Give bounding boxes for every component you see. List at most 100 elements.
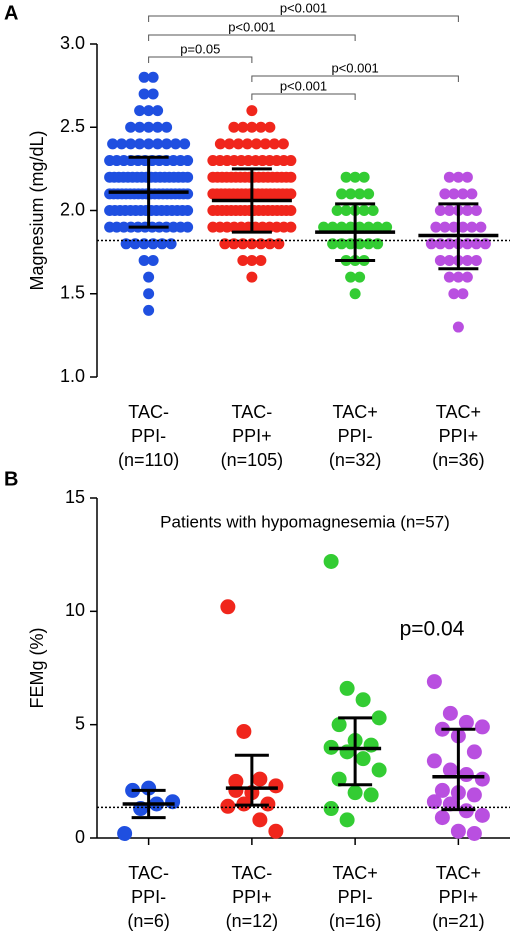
data-point — [427, 753, 442, 768]
data-point — [143, 305, 154, 316]
data-point — [364, 738, 379, 753]
data-point — [435, 810, 450, 825]
y-tick-label: 2.5 — [60, 116, 85, 136]
data-point — [220, 799, 235, 814]
data-point — [285, 155, 296, 166]
data-point — [264, 122, 275, 133]
data-point — [332, 717, 347, 732]
data-point — [372, 763, 387, 778]
data-point — [268, 824, 283, 839]
annotation: Patients with hypomagnesemia (n=57) — [160, 512, 450, 531]
significance-bracket — [149, 57, 252, 63]
x-tick-label: TAC- — [128, 863, 169, 883]
significance-label: p=0.05 — [180, 41, 220, 56]
data-point — [467, 826, 482, 841]
significance-bracket — [149, 16, 459, 22]
data-point — [471, 205, 482, 216]
y-tick-label: 3.0 — [60, 33, 85, 53]
y-axis-label: FEMg (%) — [27, 628, 47, 709]
x-tick-label: TAC- — [232, 863, 273, 883]
annotation: p=0.04 — [400, 618, 465, 641]
y-tick-label: 5 — [75, 713, 85, 733]
data-point — [285, 222, 296, 233]
data-point — [236, 724, 251, 739]
x-tick-label: PPI- — [131, 426, 166, 446]
data-point — [143, 288, 154, 299]
y-tick-label: 10 — [65, 600, 85, 620]
data-point — [356, 751, 371, 766]
data-point — [350, 288, 361, 299]
data-point — [246, 105, 257, 116]
data-point — [467, 744, 482, 759]
x-tick-label: (n=16) — [329, 911, 382, 931]
data-point — [340, 812, 355, 827]
x-tick-label: PPI- — [338, 426, 373, 446]
x-tick-label: TAC+ — [333, 402, 378, 422]
x-tick-label: TAC+ — [436, 402, 481, 422]
x-tick-label: PPI- — [131, 887, 166, 907]
y-axis-label: Magnesium (mg/dL) — [27, 130, 47, 290]
data-point — [354, 272, 365, 283]
data-point — [220, 599, 235, 614]
data-point — [451, 824, 466, 839]
data-point — [278, 138, 289, 149]
y-tick-label: 1.5 — [60, 283, 85, 303]
data-point — [475, 719, 490, 734]
data-point — [459, 767, 474, 782]
data-point — [285, 205, 296, 216]
y-tick-label: 1.0 — [60, 366, 85, 386]
data-point — [148, 88, 159, 99]
significance-bracket — [149, 35, 356, 41]
data-point — [152, 105, 163, 116]
data-point — [285, 172, 296, 183]
x-tick-label: TAC+ — [333, 863, 378, 883]
data-point — [255, 255, 266, 266]
data-point — [161, 122, 172, 133]
data-point — [268, 778, 283, 793]
data-point — [475, 808, 490, 823]
data-point — [340, 744, 355, 759]
data-point — [182, 205, 193, 216]
x-tick-label: PPI+ — [439, 426, 479, 446]
data-point — [364, 787, 379, 802]
data-point — [246, 272, 257, 283]
x-tick-label: TAC- — [232, 402, 273, 422]
y-tick-label: 0 — [75, 827, 85, 847]
x-tick-label: PPI- — [338, 887, 373, 907]
data-point — [285, 188, 296, 199]
x-tick-label: (n=36) — [432, 450, 485, 470]
data-point — [427, 674, 442, 689]
data-point — [182, 172, 193, 183]
x-tick-label: PPI+ — [439, 887, 479, 907]
data-point — [372, 710, 387, 725]
data-point — [143, 272, 154, 283]
significance-label: p<0.001 — [331, 60, 378, 75]
data-point — [462, 172, 473, 183]
data-point — [475, 222, 486, 233]
x-tick-label: (n=32) — [329, 450, 382, 470]
data-point — [340, 681, 355, 696]
data-point — [356, 692, 371, 707]
data-point — [348, 785, 363, 800]
x-tick-label: (n=110) — [118, 450, 179, 470]
data-point — [182, 155, 193, 166]
data-point — [324, 554, 339, 569]
data-point — [475, 772, 490, 787]
data-point — [368, 205, 379, 216]
data-point — [182, 222, 193, 233]
data-point — [471, 255, 482, 266]
x-tick-label: TAC- — [128, 402, 169, 422]
x-tick-label: (n=21) — [432, 911, 485, 931]
x-tick-label: PPI+ — [232, 887, 272, 907]
x-tick-label: TAC+ — [436, 863, 481, 883]
panel-label: A — [4, 2, 18, 24]
x-tick-label: PPI+ — [232, 426, 272, 446]
data-point — [117, 826, 132, 841]
data-point — [462, 272, 473, 283]
data-point — [252, 812, 267, 827]
data-point — [467, 787, 482, 802]
data-point — [148, 255, 159, 266]
x-tick-label: (n=105) — [221, 450, 284, 470]
significance-label: p<0.001 — [280, 0, 327, 15]
